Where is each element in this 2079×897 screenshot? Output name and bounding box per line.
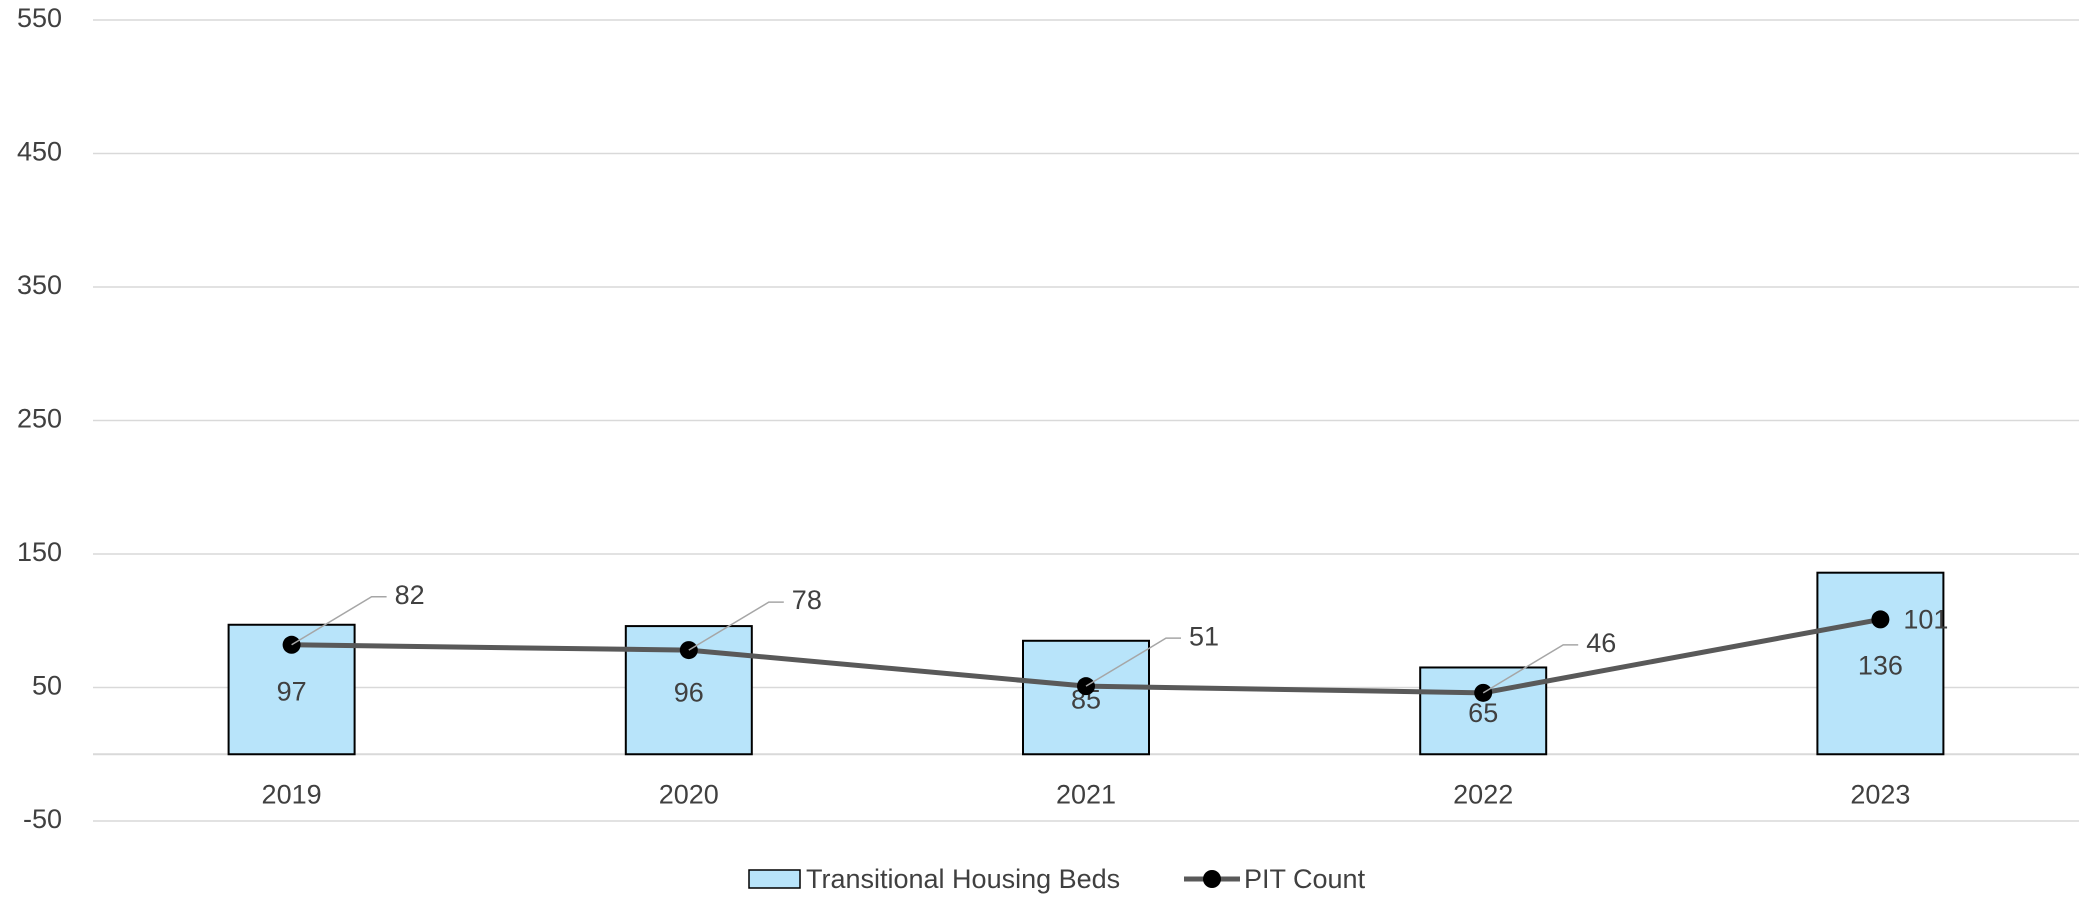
y-tick-label: 450 bbox=[17, 137, 62, 167]
legend-marker bbox=[1203, 870, 1221, 888]
leader-line bbox=[1482, 644, 1579, 694]
bar bbox=[1022, 639, 1150, 756]
x-tick-label: 2020 bbox=[659, 779, 719, 809]
line-value-label: 101 bbox=[1903, 605, 1948, 635]
y-tick-label: 550 bbox=[17, 3, 62, 33]
legend-label: Transitional Housing Beds bbox=[806, 864, 1120, 894]
leader-line bbox=[291, 596, 387, 646]
y-tick-label: 150 bbox=[17, 537, 62, 567]
bar-value-label: 97 bbox=[277, 677, 307, 707]
x-tick-label: 2023 bbox=[1850, 779, 1910, 809]
legend-label: PIT Count bbox=[1244, 864, 1366, 894]
bar bbox=[1419, 666, 1548, 756]
y-tick-label: 350 bbox=[17, 270, 62, 300]
y-tick-label: 50 bbox=[32, 671, 62, 701]
leader-line bbox=[1085, 637, 1181, 687]
line-value-label: 82 bbox=[395, 580, 425, 610]
line-value-label: 51 bbox=[1189, 621, 1219, 651]
x-tick-label: 2021 bbox=[1056, 779, 1116, 809]
bar-value-label: 136 bbox=[1858, 651, 1903, 681]
x-tick-label: 2022 bbox=[1453, 779, 1513, 809]
leader-line bbox=[688, 601, 784, 651]
line-value-label: 46 bbox=[1586, 628, 1616, 658]
y-tick-label: 250 bbox=[17, 404, 62, 434]
bar-value-label: 65 bbox=[1468, 698, 1498, 728]
legend-swatch bbox=[748, 869, 801, 889]
line-value-label: 78 bbox=[792, 585, 822, 615]
bar-value-label: 96 bbox=[674, 677, 704, 707]
y-tick-label: -50 bbox=[23, 804, 62, 834]
bar bbox=[1816, 571, 1945, 756]
line-marker bbox=[1871, 610, 1890, 629]
x-tick-label: 2019 bbox=[262, 779, 322, 809]
